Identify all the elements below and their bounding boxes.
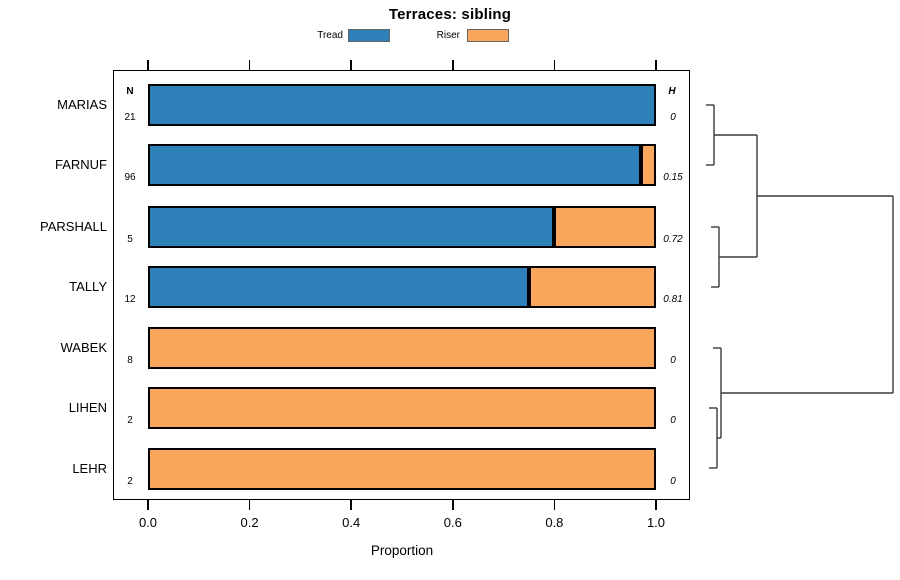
x-axis-tick-top (655, 60, 657, 70)
bar-segment-tread (148, 144, 641, 186)
x-axis-tick-bottom (553, 500, 556, 510)
x-axis-tick-bottom (248, 500, 251, 510)
row-label: TALLY (69, 279, 107, 294)
x-axis-tick-top (553, 60, 556, 70)
bar-segment-riser (148, 448, 656, 490)
bar-segment-riser (640, 144, 656, 186)
x-axis-tick-label: 0.2 (240, 515, 259, 530)
x-axis-tick-top (350, 60, 352, 70)
x-axis-tick-bottom (452, 500, 454, 510)
bar-segment-riser (148, 387, 656, 429)
bar-segment-riser (529, 266, 656, 308)
bar-segment-tread (148, 266, 529, 308)
n-value: 8 (127, 355, 133, 366)
x-axis-tick-label: 1.0 (646, 515, 666, 530)
x-axis-tick-label: 0.6 (443, 515, 462, 530)
x-axis-tick-top (147, 60, 149, 70)
x-axis-tick-bottom (147, 500, 149, 510)
n-column-header: N (126, 86, 134, 97)
n-value: 96 (124, 172, 136, 183)
legend-label-riser: Riser (436, 30, 460, 41)
bar-segment-tread (148, 84, 656, 126)
bar-segment-riser (148, 327, 656, 369)
row-label: FARNUF (55, 157, 107, 172)
row-label: LIHEN (68, 400, 107, 415)
n-value: 5 (127, 234, 133, 245)
x-axis-tick-top (248, 60, 251, 70)
x-axis-tick-top (452, 60, 454, 70)
x-axis-tick-label: 0.4 (342, 515, 361, 530)
legend-label-tread: Tread (317, 30, 343, 41)
x-axis-tick-label: 0.0 (138, 515, 158, 530)
x-axis-tick-bottom (350, 500, 352, 510)
n-value: 12 (124, 294, 136, 305)
x-axis-tick-bottom (655, 500, 657, 510)
chart-title: Terraces: sibling (388, 6, 512, 23)
row-label: MARIAS (57, 97, 107, 112)
row-label: LEHR (72, 461, 107, 476)
n-value: 2 (127, 476, 133, 487)
row-label: PARSHALL (40, 219, 107, 234)
x-axis-tick-label: 0.8 (545, 515, 564, 530)
h-value: 0.81 (663, 294, 683, 305)
h-value: 0 (670, 112, 676, 123)
legend-swatch-riser-icon (467, 29, 509, 42)
h-value: 0.72 (663, 234, 683, 245)
legend-swatch-tread-icon (348, 29, 390, 42)
h-value: 0 (670, 476, 676, 487)
x-axis-title: Proportion (370, 543, 434, 558)
bar-segment-riser (554, 206, 656, 248)
n-value: 2 (127, 415, 133, 426)
row-label: WABEK (60, 340, 107, 355)
h-column-header: H (668, 86, 676, 97)
bar-segment-tread (148, 206, 555, 248)
h-value: 0 (670, 415, 676, 426)
n-value: 21 (124, 112, 136, 123)
h-value: 0 (670, 355, 676, 366)
h-value: 0.15 (663, 172, 683, 183)
